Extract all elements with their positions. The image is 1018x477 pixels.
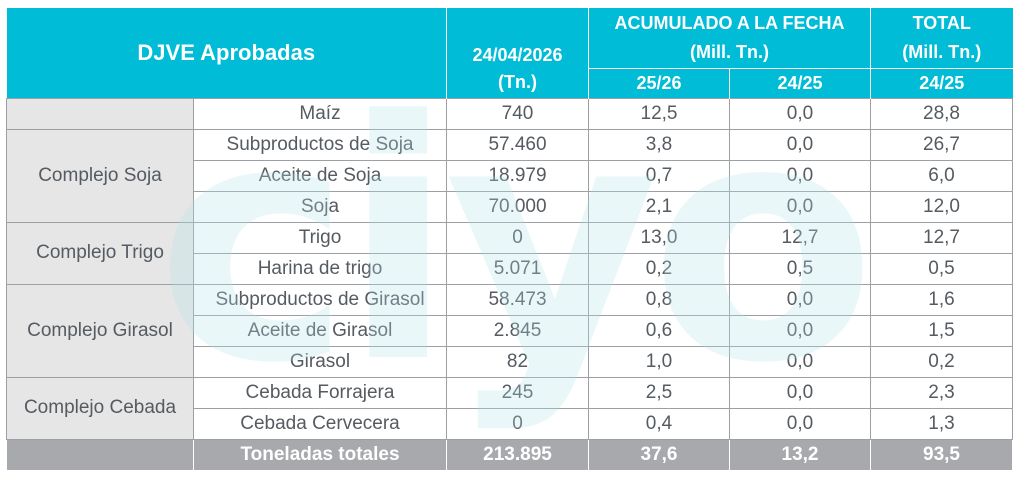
total-2425-cell: 1,6 xyxy=(870,283,1014,316)
group-cell: Complejo Cebada xyxy=(6,376,194,440)
product-cell: Cebada Forrajera xyxy=(193,376,447,409)
acum-2526-cell: 12,5 xyxy=(588,97,730,130)
table-header: DJVE Aprobadas 24/04/2026 ACUMULADO A LA… xyxy=(6,8,1013,98)
col-2526-header: 25/26 xyxy=(588,68,730,98)
acum-2425-cell: 0,0 xyxy=(728,314,872,347)
group-cell: Complejo Soja xyxy=(6,128,194,223)
acum-2425-cell: 0,0 xyxy=(728,407,872,440)
tn-cell: 70.000 xyxy=(446,190,589,223)
total-2425-cell: 6,0 xyxy=(870,159,1014,192)
table-row: Complejo Soja Subproductos de Soja 57.46… xyxy=(6,128,1014,223)
product-cell: Subproductos de Soja xyxy=(193,128,447,161)
acum-2526-cell: 0,7 xyxy=(588,159,730,192)
tn-cell: 5.071 xyxy=(446,252,589,285)
table-row: Complejo Girasol Subproductos de Girasol… xyxy=(6,283,1014,378)
acumulado-header: ACUMULADO A LA FECHA xyxy=(588,8,872,38)
col-2425-header: 24/25 xyxy=(729,68,872,98)
acum-2425-cell: 0,0 xyxy=(728,376,872,409)
acum-2425-cell: 0,0 xyxy=(728,159,872,192)
table-row: Aceite de Girasol 2.845 0,6 0,0 1,5 xyxy=(7,314,1014,347)
acum-2526-cell: 13,0 xyxy=(588,221,730,254)
product-cell: Girasol xyxy=(193,345,447,378)
tn-cell: 57.460 xyxy=(446,128,589,161)
group-cell xyxy=(6,97,194,130)
acum-2425-cell: 0,0 xyxy=(728,97,872,130)
product-cell: Harina de trigo xyxy=(193,252,447,285)
tn-cell: 245 xyxy=(446,376,589,409)
unit-tn-header: (Tn.) xyxy=(446,68,589,98)
acum-2526-cell: 0,8 xyxy=(588,283,730,316)
totals-acum-2526: 37,6 xyxy=(588,438,730,471)
totals-blank-cell xyxy=(6,438,194,471)
total-2425-cell: 0,2 xyxy=(870,345,1014,378)
total-2425-cell: 28,8 xyxy=(870,97,1014,130)
acum-2526-cell: 2,5 xyxy=(588,376,730,409)
total-2425-cell: 1,5 xyxy=(870,314,1014,347)
tn-cell: 82 xyxy=(446,345,589,378)
total-2425-cell: 2,3 xyxy=(870,376,1014,409)
product-cell: Soja xyxy=(193,190,447,223)
acum-2526-cell: 1,0 xyxy=(588,345,730,378)
group-cell: Complejo Trigo xyxy=(6,221,194,285)
totals-label: Toneladas totales xyxy=(193,438,447,471)
product-cell: Aceite de Soja xyxy=(193,159,447,192)
acum-2526-cell: 0,6 xyxy=(588,314,730,347)
acum-2425-cell: 12,7 xyxy=(728,221,872,254)
product-cell: Aceite de Girasol xyxy=(193,314,447,347)
product-cell: Trigo xyxy=(193,221,447,254)
acum-2425-cell: 0,0 xyxy=(728,128,872,161)
total-2425-cell: 0,5 xyxy=(870,252,1014,285)
totals-row: Toneladas totales 213.895 37,6 13,2 93,5 xyxy=(6,438,1014,471)
acum-2425-cell: 0,0 xyxy=(728,190,872,223)
table-title: DJVE Aprobadas xyxy=(6,8,447,98)
acum-2425-cell: 0,5 xyxy=(728,252,872,285)
tn-cell: 740 xyxy=(446,97,589,130)
product-cell: Subproductos de Girasol xyxy=(193,283,447,316)
acum-2526-cell: 3,8 xyxy=(588,128,730,161)
djve-table-container: ciyo DJVE Aprobadas 24/04/2026 ACUMULADO… xyxy=(6,8,1014,471)
total-2425-cell: 26,7 xyxy=(870,128,1014,161)
acum-2425-cell: 0,0 xyxy=(728,283,872,316)
total-2425-cell: 12,0 xyxy=(870,190,1014,223)
table-row: Complejo Cebada Cebada Forrajera 245 2,5… xyxy=(6,376,1014,440)
totals-total-2425: 93,5 xyxy=(870,438,1014,471)
acum-2526-cell: 0,4 xyxy=(588,407,730,440)
total-header: TOTAL xyxy=(870,8,1013,38)
tn-cell: 2.845 xyxy=(446,314,589,347)
table-row: Girasol 82 1,0 0,0 0,2 xyxy=(7,345,1014,378)
djve-table: DJVE Aprobadas 24/04/2026 ACUMULADO A LA… xyxy=(6,8,1014,471)
product-cell: Cebada Cervecera xyxy=(193,407,447,440)
group-cell: Complejo Girasol xyxy=(6,283,194,378)
acumulado-unit: (Mill. Tn.) xyxy=(588,38,872,69)
total-unit: (Mill. Tn.) xyxy=(870,38,1013,69)
table-row: Aceite de Soja 18.979 0,7 0,0 6,0 xyxy=(7,159,1014,192)
tn-cell: 0 xyxy=(446,221,589,254)
tn-cell: 58.473 xyxy=(446,283,589,316)
table-body: Maíz 740 12,5 0,0 28,8 Complejo Soja Sub… xyxy=(6,97,1014,471)
table-row: Maíz 740 12,5 0,0 28,8 xyxy=(6,97,1014,130)
totals-tn: 213.895 xyxy=(446,438,589,471)
product-cell: Maíz xyxy=(193,97,447,130)
totals-acum-2425: 13,2 xyxy=(728,438,872,471)
col-total-2425-header: 24/25 xyxy=(870,68,1013,98)
table-row: Complejo Trigo Trigo 0 13,0 12,7 12,7 xyxy=(6,221,1014,285)
tn-cell: 18.979 xyxy=(446,159,589,192)
total-2425-cell: 12,7 xyxy=(870,221,1014,254)
acum-2526-cell: 0,2 xyxy=(588,252,730,285)
table-row: Soja 70.000 2,1 0,0 12,0 xyxy=(7,190,1014,223)
acum-2425-cell: 0,0 xyxy=(728,345,872,378)
total-2425-cell: 1,3 xyxy=(870,407,1014,440)
date-header: 24/04/2026 xyxy=(446,8,589,68)
table-row: Harina de trigo 5.071 0,2 0,5 0,5 xyxy=(7,252,1014,285)
acum-2526-cell: 2,1 xyxy=(588,190,730,223)
tn-cell: 0 xyxy=(446,407,589,440)
